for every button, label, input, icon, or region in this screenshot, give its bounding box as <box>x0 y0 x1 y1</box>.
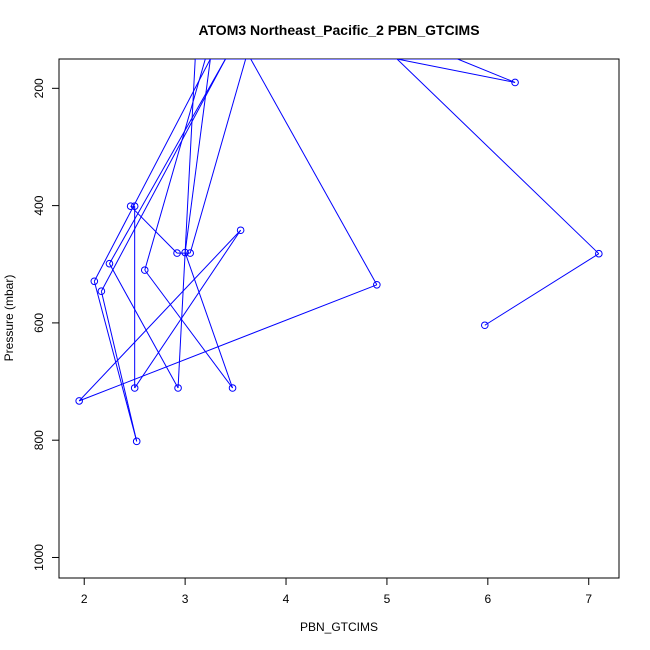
x-axis-label: PBN_GTCIMS <box>300 620 378 634</box>
x-axis: 2 3 4 5 6 7 <box>81 577 592 606</box>
x-tick-label: 4 <box>283 592 290 606</box>
data-point <box>90 277 99 286</box>
data-point <box>130 384 139 392</box>
y-tick-label: 800 <box>32 430 46 450</box>
series-segment <box>184 252 234 389</box>
data-point <box>186 249 194 257</box>
x-tick-label: 3 <box>182 592 189 606</box>
series-segment <box>396 59 516 83</box>
series-segment <box>109 59 226 264</box>
y-tick-label: 400 <box>32 195 46 215</box>
series-segment <box>189 59 247 254</box>
series-segment <box>100 291 138 442</box>
series-segment <box>78 284 378 402</box>
x-tick-label: 6 <box>484 592 491 606</box>
data-point <box>174 384 182 392</box>
series-segment <box>250 59 378 286</box>
data-point <box>126 202 135 210</box>
series-segment <box>93 281 138 442</box>
data-point <box>105 259 114 268</box>
data-point <box>481 321 489 330</box>
data-point <box>132 437 141 446</box>
y-tick-label: 200 <box>32 78 46 98</box>
series-segment <box>144 269 233 389</box>
series-segment <box>130 205 178 254</box>
data-point <box>130 202 139 210</box>
series-segment <box>100 59 226 292</box>
x-tick-label: 7 <box>585 592 592 606</box>
data-point <box>511 78 519 87</box>
data-series <box>75 59 603 446</box>
data-point <box>595 249 603 258</box>
data-point <box>75 397 83 405</box>
series-segment <box>457 59 516 83</box>
y-tick-label: 1000 <box>32 544 46 571</box>
data-point <box>373 280 381 289</box>
data-point <box>236 226 245 235</box>
series-segment <box>144 59 206 271</box>
x-tick-label: 5 <box>384 592 391 606</box>
chart-title: ATOM3 Northeast_Pacific_2 PBN_GTCIMS <box>198 22 479 38</box>
data-point <box>140 266 149 274</box>
y-axis: 200 400 600 800 1000 <box>32 78 60 571</box>
y-axis-label: Pressure (mbar) <box>2 275 16 362</box>
x-tick-label: 2 <box>81 592 88 606</box>
data-point <box>181 248 189 257</box>
series-segment <box>484 253 600 326</box>
data-point <box>173 249 181 257</box>
series-segment <box>134 229 242 389</box>
plot-frame <box>58 58 620 579</box>
y-tick-label: 600 <box>32 313 46 333</box>
data-point <box>228 384 237 392</box>
series-segment <box>78 229 241 402</box>
series-segment <box>109 263 179 389</box>
series-segment <box>93 59 211 282</box>
series-segment <box>396 59 600 255</box>
series-segment <box>177 59 196 389</box>
data-point <box>97 287 106 296</box>
series-segment <box>184 59 211 253</box>
